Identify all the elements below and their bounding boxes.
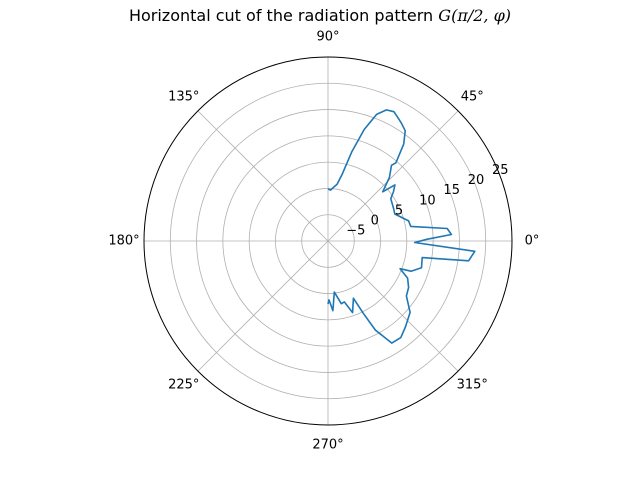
angular-grid-line-7 [327,240,459,372]
radial-tick-label-5: 20 [468,173,485,188]
chart-title-text: Horizontal cut of the radiation pattern [128,6,434,25]
angle-tick-label-315: 315° [457,378,488,393]
radial-tick-label-1: 0 [371,213,379,228]
angle-tick-label-270: 270° [312,438,343,453]
angle-tick-label-180: 180° [108,234,139,249]
radial-tick-label-3: 10 [419,193,436,208]
radial-tick-label-0: −5 [346,223,365,238]
chart-title-math: G(π/2, φ) [438,6,512,25]
polar-frame [143,56,513,426]
angular-grid-line-5 [197,240,329,372]
angle-tick-label-90: 90° [316,30,339,45]
radial-tick-label-4: 15 [443,183,460,198]
angle-tick-label-135: 135° [168,89,199,104]
radiation-pattern-line [327,109,476,344]
chart-title: Horizontal cut of the radiation pattern … [0,6,640,25]
angular-grid-line-3 [197,110,329,242]
radial-tick-label-6: 25 [492,163,509,178]
radial-tick-label-2: 5 [395,203,403,218]
angle-tick-label-45: 45° [461,89,484,104]
angle-tick-label-225: 225° [168,378,199,393]
angle-tick-label-0: 0° [525,234,540,249]
angular-grid-line-1 [327,110,459,242]
